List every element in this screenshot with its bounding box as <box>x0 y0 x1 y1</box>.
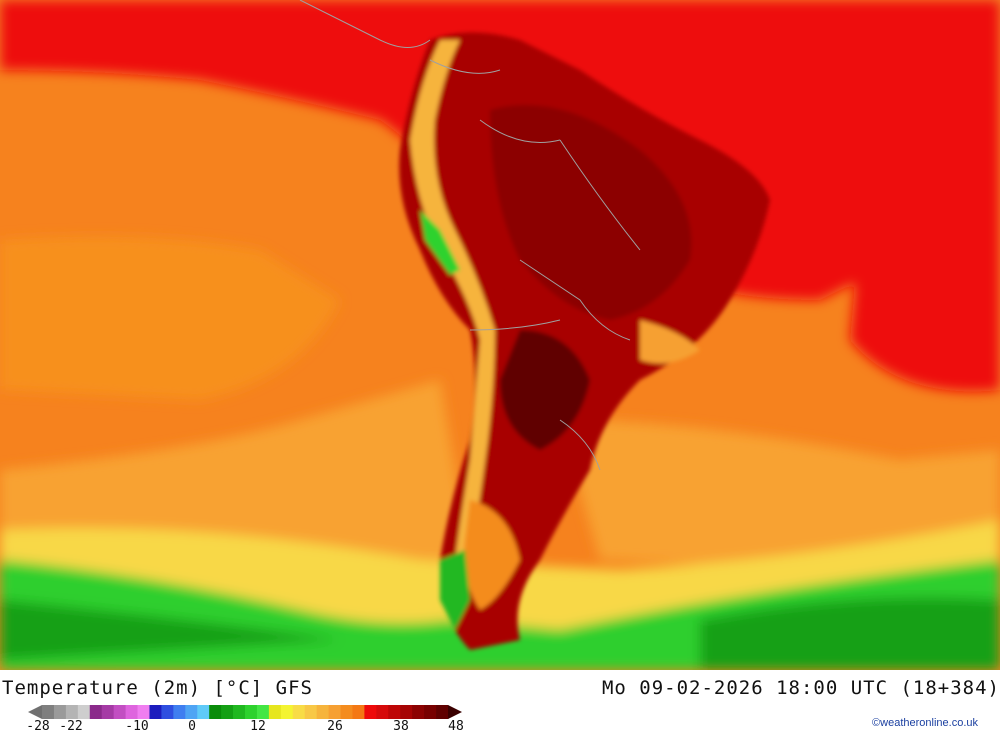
borders <box>429 59 641 471</box>
legend-swatch <box>376 705 389 719</box>
dark-green-south <box>0 597 1000 670</box>
legend-swatch <box>364 705 377 719</box>
legend-swatch <box>400 705 413 719</box>
legend-swatch <box>42 705 55 719</box>
legend-swatch <box>233 705 246 719</box>
legend-swatch <box>388 705 401 719</box>
legend-swatch <box>256 705 270 719</box>
legend-swatch <box>412 705 425 719</box>
color-legend <box>28 705 462 719</box>
legend-swatch <box>340 705 353 719</box>
hot-ocean-northeast <box>850 220 1000 392</box>
credit-link[interactable]: ©weatheronline.co.uk <box>872 717 978 729</box>
legend-swatch <box>268 705 282 719</box>
legend-swatch <box>185 705 198 719</box>
central-america-outline <box>299 0 431 48</box>
legend-swatch <box>161 705 174 719</box>
legend-min-arrow <box>28 705 42 719</box>
map-title: Temperature (2m) [°C] GFS <box>2 677 313 699</box>
legend-swatch <box>352 705 365 719</box>
southeast-coast-orange <box>640 320 700 364</box>
gran-chaco-hot <box>500 330 590 450</box>
orange-west-patch <box>0 236 340 400</box>
legend-max-arrow <box>448 705 462 719</box>
andes-yellow-ridge <box>410 40 495 565</box>
legend-swatch <box>77 705 91 719</box>
legend-swatch <box>113 705 126 719</box>
legend-tick-label: -22 <box>59 719 83 734</box>
legend-tick-label: 38 <box>393 719 409 734</box>
legend-swatch <box>304 705 318 719</box>
legend-swatch <box>245 705 258 719</box>
legend-swatch <box>280 705 294 719</box>
legend-swatch <box>65 705 79 719</box>
mid-south-ocean-east <box>560 420 1000 565</box>
legend-swatch <box>53 705 67 719</box>
legend-swatch <box>424 705 437 719</box>
legend-swatch <box>101 705 115 719</box>
temperature-map <box>0 0 1000 670</box>
legend-swatch <box>292 705 306 719</box>
south-america-continent <box>399 32 770 650</box>
legend-tick-label: 48 <box>448 719 464 734</box>
legend-tick-label: 0 <box>188 719 196 734</box>
legend-swatch <box>89 705 103 719</box>
patagonia-green-tip <box>440 550 470 630</box>
legend-tick-label: 26 <box>327 719 343 734</box>
legend-tick-label: -28 <box>26 719 50 734</box>
legend-tick-label: -10 <box>125 719 149 734</box>
legend-swatch <box>173 705 186 719</box>
mid-south-ocean <box>0 380 470 570</box>
legend-swatch <box>125 705 138 719</box>
legend-swatch <box>328 705 341 719</box>
patagonia-orange <box>464 500 520 610</box>
run-info: Mo 09-02-2026 18:00 UTC (18+384) <box>601 677 1000 699</box>
legend-tick-label: 12 <box>250 719 266 734</box>
legend-swatch <box>137 705 150 719</box>
legend-swatch <box>209 705 222 719</box>
legend-swatch <box>197 705 210 719</box>
legend-swatch <box>149 705 162 719</box>
legend-swatch <box>436 705 449 719</box>
legend-swatch <box>316 705 329 719</box>
peru-coast-green <box>420 210 460 275</box>
interior-hot <box>490 105 692 320</box>
legend-swatch <box>221 705 234 719</box>
